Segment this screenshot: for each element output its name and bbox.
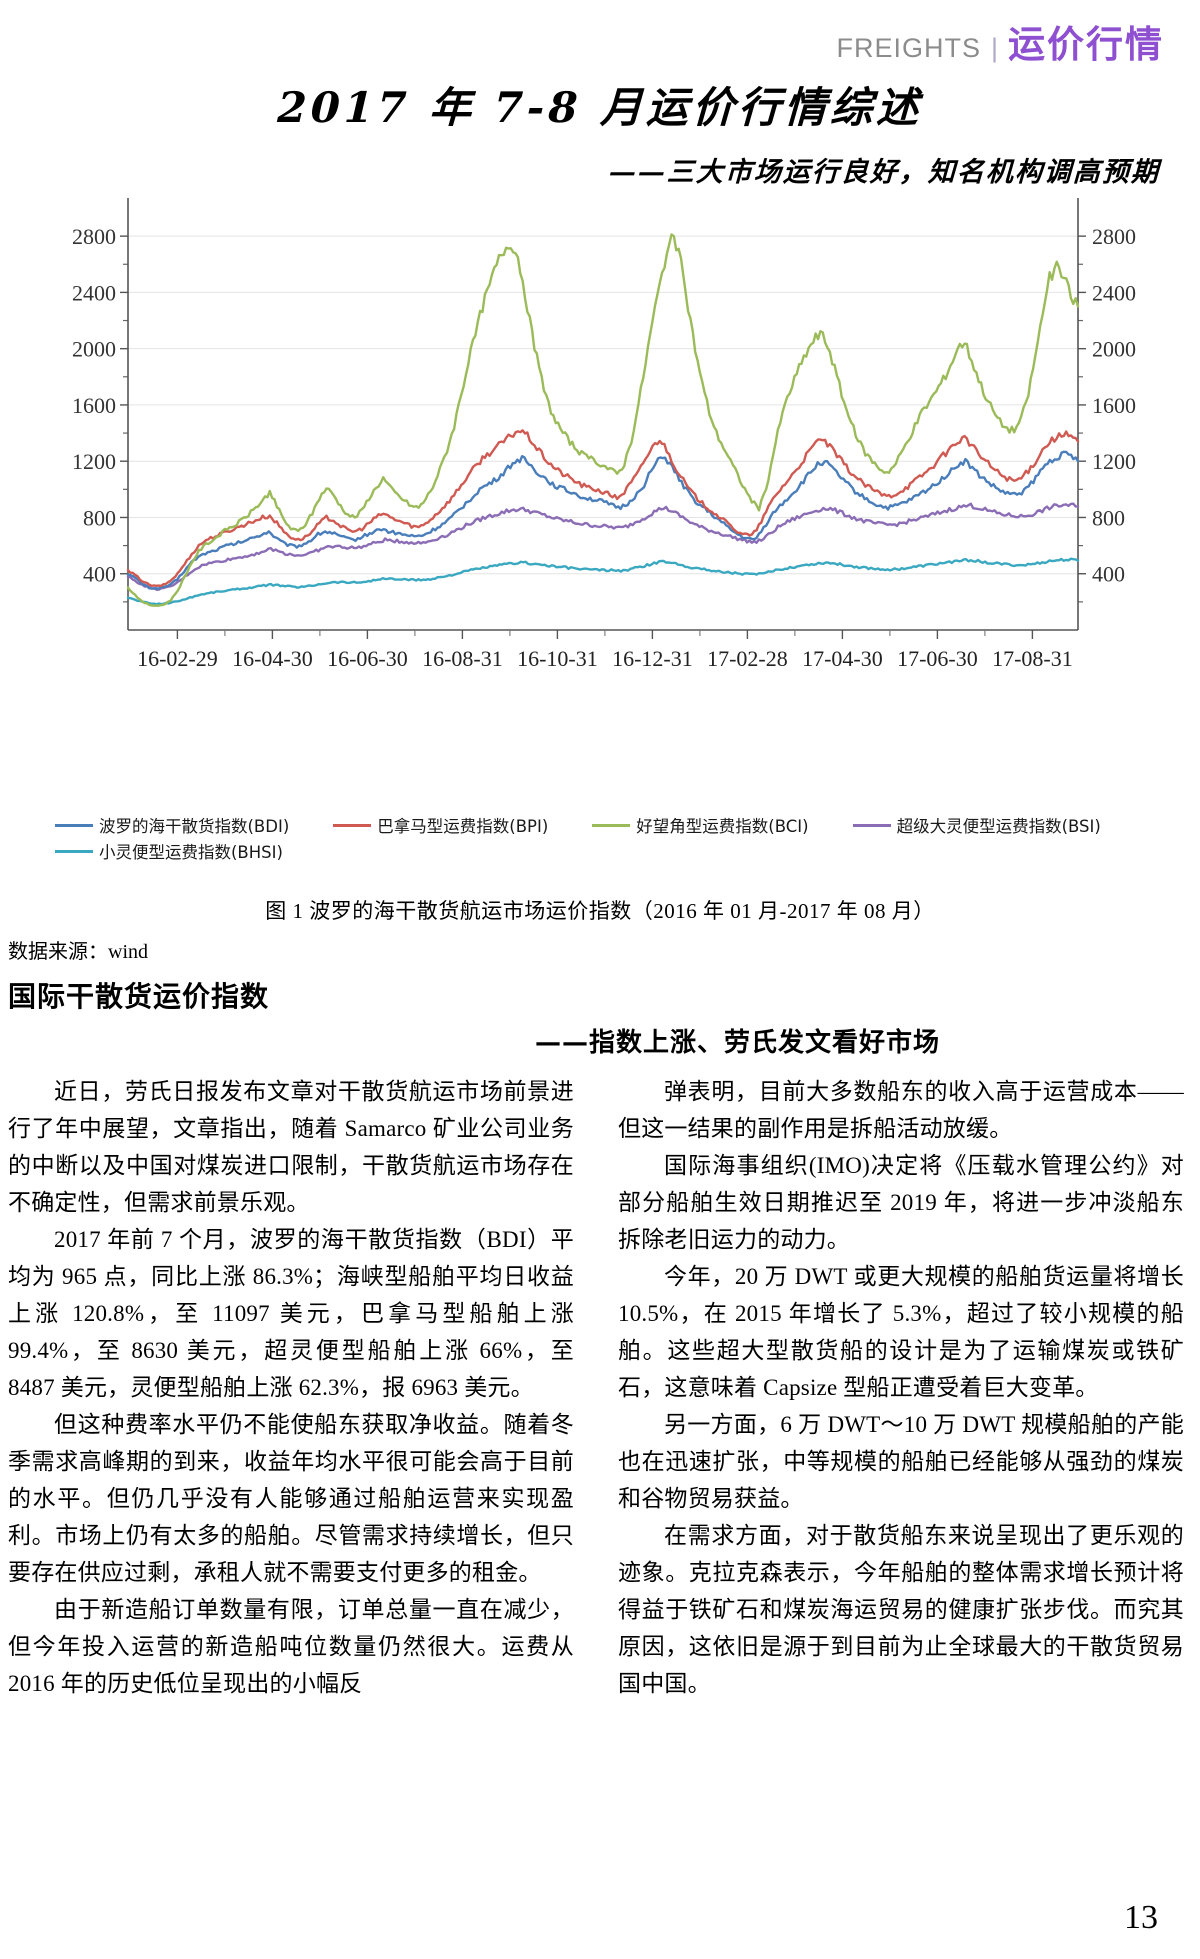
y-axis-tick-label-right: 2800 — [1092, 224, 1136, 249]
x-axis-tick-label: 16-10-31 — [517, 646, 598, 671]
x-axis-tick-label: 16-12-31 — [612, 646, 693, 671]
line-chart-svg: 400 400 800 800 1200 1200 1600 1600 2000 2000 2400… — [72, 198, 1136, 671]
legend-label-bpi: 巴拿马型运费指数(BPI) — [377, 817, 549, 836]
article-column-right: 弹表明，目前大多数船东的收入高于运营成本——但这一结果的副作用是拆船活动放缓。 … — [618, 1073, 1184, 1702]
running-head-separator: | — [990, 33, 998, 63]
y-axis-tick-label-left: 2000 — [72, 337, 116, 362]
legend-item-bhsi: 小灵便型运费指数(BHSI) — [55, 839, 283, 863]
running-head-cn: 运价行情 — [1008, 23, 1164, 66]
x-axis-tick-label: 16-02-29 — [137, 646, 218, 671]
paragraph: 国际海事组织(IMO)决定将《压载水管理公约》对部分船舶生效日期推迟至 2019… — [618, 1153, 1184, 1252]
paragraph: 弹表明，目前大多数船东的收入高于运营成本——但这一结果的副作用是拆船活动放缓。 — [618, 1079, 1184, 1141]
y-axis-tick-label-right: 800 — [1092, 505, 1125, 530]
y-axis-tick-label-left: 800 — [83, 505, 116, 530]
legend-row-1: 波罗的海干散货指数(BDI) 巴拿马型运费指数(BPI) 好望角型运费指数(BC… — [55, 812, 1155, 838]
paragraph: 今年，20 万 DWT 或更大规模的船舶货运量将增长 10.5%，在 2015 … — [618, 1264, 1184, 1400]
y-axis-tick-label-right: 400 — [1092, 562, 1125, 587]
article-column-left: 近日，劳氏日报发布文章对干散货航运市场前景进行了年中展望，文章指出，随着 Sam… — [8, 1073, 574, 1702]
section-subheading: ——指数上涨、劳氏发文看好市场 — [534, 1028, 940, 1058]
paragraph: 由于新造船订单数量有限，订单总量一直在减少，但今年投入运营的新造船吨位数量仍然很… — [8, 1597, 574, 1696]
legend-swatch-bpi — [333, 823, 372, 827]
section-heading: 国际干散货运价指数 — [8, 980, 270, 1013]
y-axis-tick-label-left: 1200 — [72, 449, 116, 474]
x-axis-tick-label: 17-02-28 — [707, 646, 788, 671]
y-axis-tick-label-left: 400 — [83, 562, 116, 587]
series-line-bhsi — [126, 557, 1080, 606]
article-body: 近日，劳氏日报发布文章对干散货航运市场前景进行了年中展望，文章指出，随着 Sam… — [8, 1073, 1184, 1702]
figure-caption: 图 1 波罗的海干散货航运市场运价指数（2016 年 01 月-2017 年 0… — [265, 899, 935, 923]
series-line-bpi — [126, 429, 1080, 588]
paragraph: 在需求方面，对于散货船东来说呈现出了更乐观的迹象。克拉克森表示，今年船舶的整体需… — [618, 1523, 1184, 1696]
y-axis-tick-label-right: 2400 — [1092, 280, 1136, 305]
legend-item-bci: 好望角型运费指数(BCI) — [592, 813, 809, 837]
running-head: FREIGHTS | 运价行情 — [836, 14, 1164, 68]
x-axis-tick-label: 17-06-30 — [897, 646, 978, 671]
series-line-bsi — [126, 502, 1080, 591]
y-axis-tick-label-right: 1600 — [1092, 393, 1136, 418]
legend-swatch-bci — [592, 823, 631, 827]
y-axis-tick-label-right: 1200 — [1092, 449, 1136, 474]
page-title: 2017 年 7-8 月运价行情综述 — [276, 83, 924, 132]
paragraph: 2017 年前 7 个月，波罗的海干散货指数（BDI）平均为 965 点，同比上… — [8, 1227, 574, 1400]
y-axis-tick-label-left: 1600 — [72, 393, 116, 418]
y-axis-tick-label-left: 2800 — [72, 224, 116, 249]
figure-chart: 400 400 800 800 1200 1200 1600 1600 2000 2000 2400… — [20, 190, 1180, 800]
paragraph: 近日，劳氏日报发布文章对干散货航运市场前景进行了年中展望，文章指出，随着 Sam… — [8, 1079, 574, 1215]
legend-item-bsi: 超级大灵便型运费指数(BSI) — [852, 813, 1101, 837]
x-axis-tick-label: 17-08-31 — [992, 646, 1073, 671]
legend-item-bpi: 巴拿马型运费指数(BPI) — [333, 813, 548, 837]
legend-item-bdi: 波罗的海干散货指数(BDI) — [55, 813, 289, 837]
series-line-bci — [126, 233, 1080, 607]
chart-legend: 波罗的海干散货指数(BDI) 巴拿马型运费指数(BPI) 好望角型运费指数(BC… — [55, 812, 1155, 864]
y-axis-tick-label-left: 2400 — [72, 280, 116, 305]
running-head-en: FREIGHTS — [836, 33, 981, 63]
legend-swatch-bhsi — [55, 849, 93, 853]
x-axis-tick-label: 16-08-31 — [422, 646, 503, 671]
paragraph: 另一方面，6 万 DWT～10 万 DWT 规模船舶的产能也在迅速扩张，中等规模… — [618, 1412, 1184, 1511]
legend-swatch-bsi — [852, 823, 891, 827]
series-line-bdi — [126, 450, 1080, 590]
legend-swatch-bdi — [55, 823, 93, 827]
legend-label-bhsi: 小灵便型运费指数(BHSI) — [99, 843, 283, 862]
y-axis-tick-label-right: 2000 — [1092, 337, 1136, 362]
x-axis-tick-label: 17-04-30 — [802, 646, 883, 671]
paragraph: 但这种费率水平仍不能使船东获取净收益。随着冬季需求高峰期的到来，收益年均水平很可… — [8, 1412, 574, 1585]
legend-label-bsi: 超级大灵便型运费指数(BSI) — [896, 817, 1101, 836]
page-number: 13 — [1124, 1899, 1158, 1936]
x-axis-tick-label: 16-06-30 — [327, 646, 408, 671]
x-axis-tick-label: 16-04-30 — [232, 646, 313, 671]
legend-label-bci: 好望角型运费指数(BCI) — [636, 817, 809, 836]
figure-source: 数据来源：wind — [8, 941, 148, 963]
legend-label-bdi: 波罗的海干散货指数(BDI) — [99, 817, 290, 836]
legend-row-2: 小灵便型运费指数(BHSI) — [55, 838, 1155, 864]
page-subtitle: ——三大市场运行良好，知名机构调高预期 — [608, 157, 1161, 188]
